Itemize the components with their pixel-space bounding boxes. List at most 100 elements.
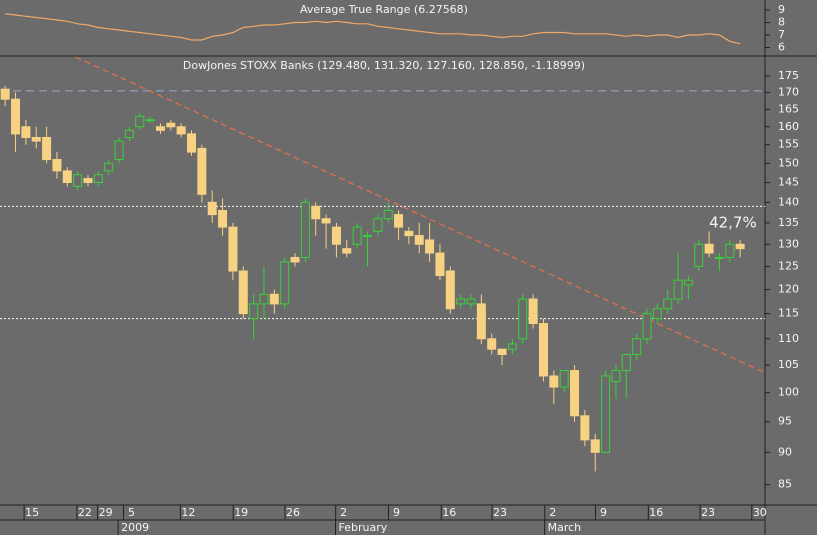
candle-body <box>445 270 455 310</box>
x-tick-label: 16 <box>649 506 663 519</box>
candle-body <box>42 136 52 161</box>
candle-body <box>290 256 300 263</box>
candle-body <box>52 159 62 172</box>
candle-body <box>228 226 238 272</box>
x-tick-label: 30 <box>753 506 767 519</box>
candle-body <box>83 178 93 183</box>
candle-body <box>135 115 145 128</box>
candle-body <box>714 256 724 259</box>
candle-body <box>0 88 10 100</box>
y-tick-label: 90 <box>778 445 792 458</box>
candle-body <box>166 122 176 128</box>
x-tick-label: 12 <box>181 506 195 519</box>
x-tick-label: 23 <box>493 506 507 519</box>
candle-body <box>114 140 124 161</box>
candle-body <box>383 209 393 220</box>
candle-body <box>590 439 600 453</box>
y-tick-label: 170 <box>778 85 799 98</box>
candle-body <box>497 348 507 355</box>
candle-body <box>601 375 611 453</box>
y-tick-label: 120 <box>778 283 799 296</box>
candle-body <box>611 370 621 383</box>
x-tick-label: 16 <box>442 506 456 519</box>
x-tick-label: 15 <box>25 506 39 519</box>
y-tick-label: 85 <box>778 478 792 491</box>
candle-body <box>663 298 673 310</box>
candle-body <box>197 147 207 195</box>
candle-body <box>352 226 362 245</box>
month-label: 2009 <box>121 521 149 534</box>
candle-body <box>394 214 404 228</box>
candle-body <box>342 248 352 254</box>
y-tick-label: 100 <box>778 386 799 399</box>
candle-body <box>735 243 745 250</box>
candle-body <box>404 230 414 237</box>
candle-body <box>466 298 476 305</box>
candle-body <box>21 126 31 138</box>
candle-body <box>145 119 155 122</box>
candle-body <box>73 174 83 187</box>
x-tick-label: 2 <box>549 506 556 519</box>
x-tick-label: 5 <box>128 506 135 519</box>
y-tick-label: 115 <box>778 307 799 320</box>
candle-body <box>694 243 704 267</box>
candle-body <box>435 252 445 277</box>
y-tick-label: 125 <box>778 259 799 272</box>
x-tick-label: 9 <box>600 506 607 519</box>
candle-body <box>487 338 497 350</box>
candle-body <box>259 293 269 305</box>
atr-line <box>5 13 741 45</box>
candle-body <box>269 293 279 305</box>
candle-body <box>93 174 103 183</box>
candle-body <box>507 343 517 350</box>
candle-body <box>652 308 662 320</box>
candle-body <box>155 126 165 131</box>
candle-body <box>559 370 569 388</box>
x-tick-label: 19 <box>234 506 248 519</box>
candle-body <box>632 338 642 355</box>
candle-body <box>321 218 331 224</box>
y-tick-label: 145 <box>778 175 799 188</box>
candle-body <box>300 201 310 258</box>
candle-body <box>549 375 559 388</box>
x-tick-label: 26 <box>286 506 300 519</box>
candle-body <box>456 298 466 305</box>
candle-body <box>280 261 290 305</box>
x-tick-label: 2 <box>340 506 347 519</box>
candle-body <box>238 270 248 315</box>
chart-title: DowJones STOXX Banks (129.480, 131.320, … <box>183 59 585 72</box>
candle-body <box>425 239 435 254</box>
candle-body <box>642 313 652 340</box>
candle-body <box>673 279 683 300</box>
y-tick-label: 175 <box>778 69 799 82</box>
y-tick-label: 130 <box>778 237 799 250</box>
annotation: 42,7% <box>709 213 757 231</box>
x-tick-label: 23 <box>701 506 715 519</box>
y-tick-label: 9 <box>778 3 785 16</box>
y-tick-label: 6 <box>778 41 785 54</box>
candle-body <box>570 370 580 417</box>
candle-body <box>373 218 383 232</box>
candle-body <box>176 126 186 135</box>
candle-body <box>187 133 197 153</box>
y-tick-label: 135 <box>778 216 799 229</box>
y-tick-label: 110 <box>778 332 799 345</box>
y-tick-label: 8 <box>778 16 785 29</box>
y-tick-label: 7 <box>778 28 785 41</box>
candle-body <box>207 201 217 216</box>
x-tick-label: 29 <box>99 506 113 519</box>
month-label: February <box>339 521 388 534</box>
candle-body <box>249 303 259 320</box>
y-tick-label: 155 <box>778 138 799 151</box>
atr-title: Average True Range (6.27568) <box>300 3 468 16</box>
candle-body <box>62 170 72 183</box>
y-tick-label: 140 <box>778 195 799 208</box>
candle-body <box>528 298 538 325</box>
candle-body <box>11 98 21 135</box>
y-tick-label: 95 <box>778 415 792 428</box>
y-tick-label: 150 <box>778 156 799 169</box>
month-label: March <box>548 521 582 534</box>
candle-body <box>476 303 486 340</box>
